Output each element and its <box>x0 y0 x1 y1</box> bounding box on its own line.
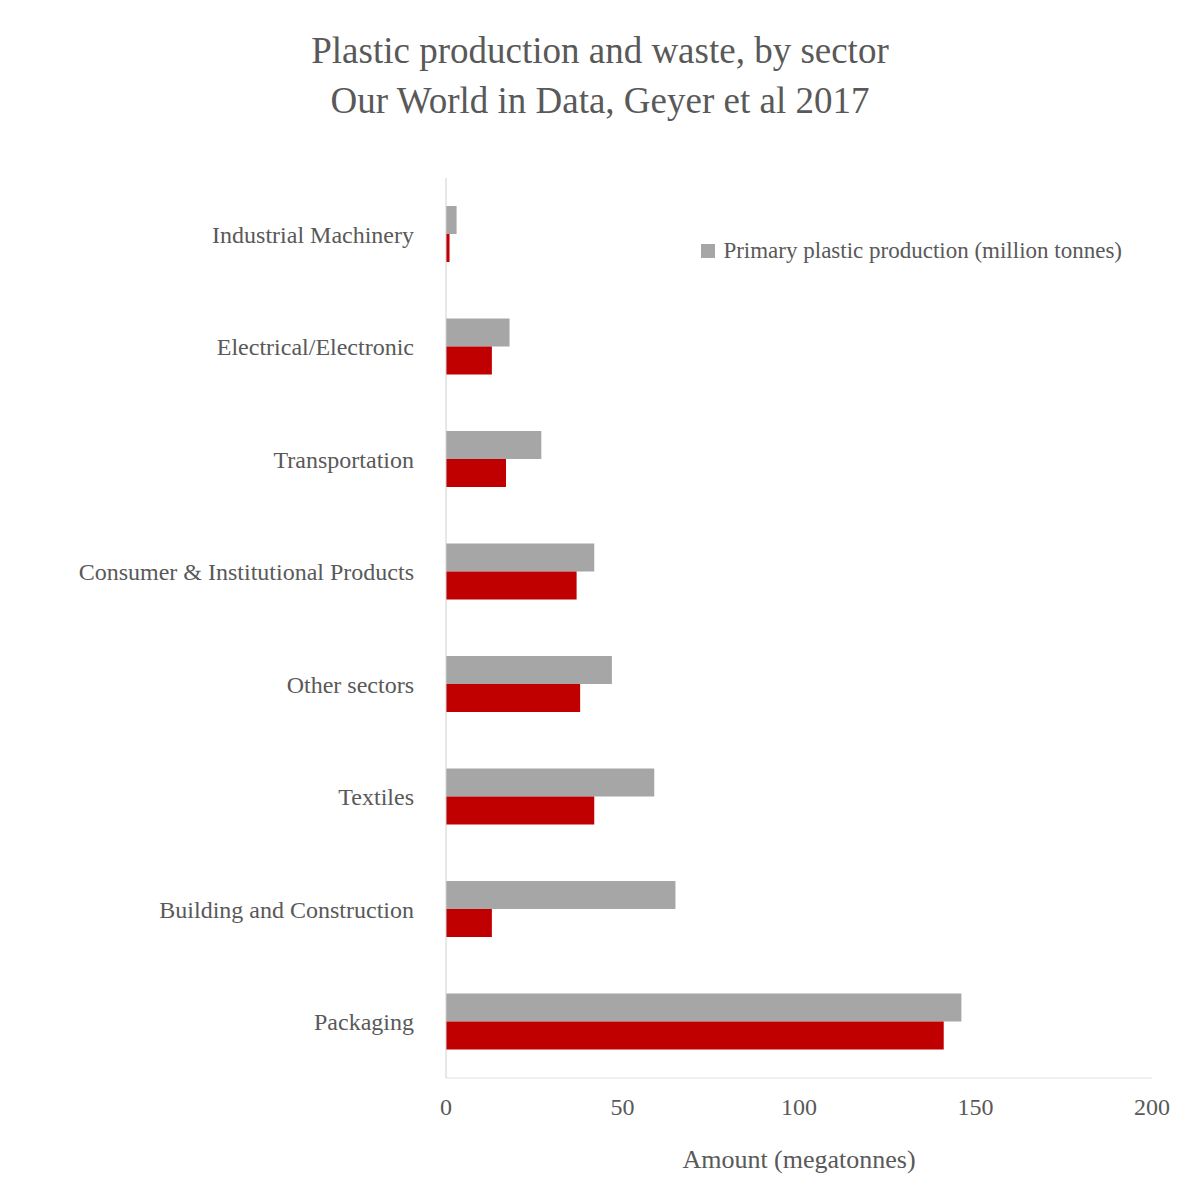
svg-text:150: 150 <box>958 1094 994 1120</box>
svg-text:Packaging: Packaging <box>314 1009 414 1035</box>
svg-text:Amount (megatonnes): Amount (megatonnes) <box>682 1145 915 1174</box>
svg-text:Transportation: Transportation <box>274 447 414 473</box>
svg-text:Electrical/Electronic: Electrical/Electronic <box>217 334 414 360</box>
svg-text:Textiles: Textiles <box>338 784 414 810</box>
svg-text:Other sectors: Other sectors <box>287 672 414 698</box>
html-text:Our World in Data, Geyer et al: Our World in Data, Geyer et al 2017 <box>330 80 870 121</box>
svg-text:100: 100 <box>781 1094 817 1120</box>
svg-text:0: 0 <box>440 1094 452 1120</box>
svg-text:50: 50 <box>611 1094 635 1120</box>
svg-text:Consumer & Institutional Produ: Consumer & Institutional Products <box>79 559 414 585</box>
svg-text:200: 200 <box>1134 1094 1170 1120</box>
html-text:Primary plastic production (mi: Primary plastic production (million tonn… <box>723 238 1122 263</box>
svg-text:Industrial Machinery: Industrial Machinery <box>212 222 414 248</box>
html-text:Plastic production and waste,: Plastic production and waste, by sector <box>311 30 889 71</box>
svg-text:Building and Construction: Building and Construction <box>159 897 414 923</box>
